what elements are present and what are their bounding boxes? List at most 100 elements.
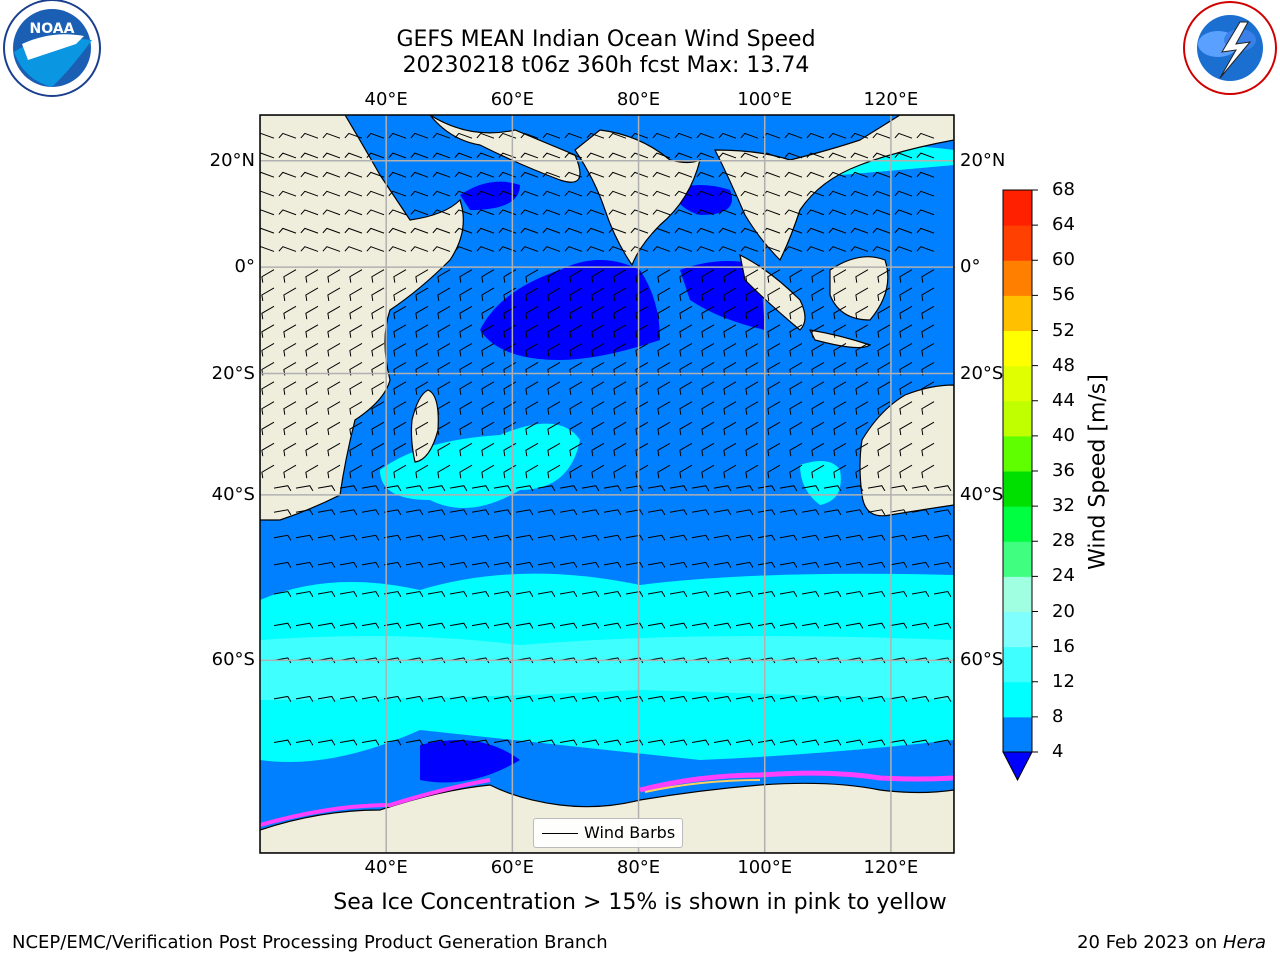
wind-barb bbox=[459, 421, 473, 436]
wind-barb bbox=[454, 227, 473, 234]
wind-barb bbox=[625, 485, 644, 492]
wind-barb bbox=[278, 190, 297, 197]
wind-barb bbox=[894, 246, 913, 252]
wind-barb bbox=[767, 421, 781, 436]
wind-barb bbox=[735, 591, 754, 597]
wind-barb bbox=[283, 287, 297, 301]
wind-barb bbox=[701, 421, 715, 436]
wind-barb bbox=[867, 622, 886, 629]
wind-barb bbox=[850, 152, 869, 159]
wind-barb bbox=[850, 190, 869, 197]
footer-date: 20 Feb 2023 on Hera bbox=[1077, 932, 1266, 953]
wind-barbs bbox=[260, 132, 952, 746]
wind-barb bbox=[349, 381, 363, 395]
wind-barb bbox=[850, 227, 869, 234]
wind-barb bbox=[520, 171, 539, 178]
wind-barb bbox=[283, 401, 297, 415]
wind-barb bbox=[789, 464, 803, 479]
wind-barb bbox=[647, 739, 666, 746]
wind-barb bbox=[921, 287, 935, 301]
wind-barb bbox=[877, 305, 891, 320]
wind-barb bbox=[669, 622, 688, 629]
wind-barb bbox=[261, 343, 275, 357]
wind-barb bbox=[454, 190, 473, 197]
lat-tick-left: 0° bbox=[234, 256, 255, 278]
wind-barb bbox=[273, 695, 292, 702]
wind-barb bbox=[449, 509, 468, 516]
wind-barb bbox=[278, 152, 297, 159]
wind-barb bbox=[520, 209, 539, 216]
wind-barb bbox=[811, 421, 825, 436]
wind-barb bbox=[427, 591, 446, 597]
wind-barb bbox=[586, 132, 605, 139]
wind-barb bbox=[459, 269, 473, 283]
wind-barb bbox=[850, 246, 869, 252]
lat-tick-right: 20°N bbox=[960, 149, 1006, 171]
wind-barb bbox=[537, 534, 556, 541]
wind-barb bbox=[383, 622, 402, 629]
wind-barb bbox=[872, 171, 891, 178]
wind-barb bbox=[630, 209, 649, 216]
wind-barb bbox=[371, 464, 385, 479]
wind-barb bbox=[586, 227, 605, 234]
wind-barb bbox=[260, 209, 275, 216]
wind-barb bbox=[889, 509, 908, 516]
wind-barb bbox=[569, 269, 583, 283]
wind-barb bbox=[833, 305, 847, 320]
wind-barb bbox=[845, 509, 864, 516]
wind-barb bbox=[295, 591, 314, 597]
wind-barb bbox=[344, 152, 363, 159]
colorbar-title: Wind Speed [m/s] bbox=[1085, 374, 1111, 570]
wind-barb bbox=[933, 509, 952, 516]
wind-barb bbox=[718, 171, 737, 178]
wind-barb bbox=[525, 269, 539, 283]
wind-barb bbox=[789, 287, 803, 301]
wind-barb bbox=[613, 287, 627, 301]
wind-barb bbox=[339, 534, 358, 541]
wind-barb bbox=[933, 534, 952, 541]
wind-barb bbox=[757, 739, 776, 746]
wind-barb bbox=[916, 227, 935, 234]
wind-barb bbox=[679, 305, 693, 320]
wind-barb bbox=[916, 171, 935, 178]
lon-tick-bottom: 120°E bbox=[863, 857, 919, 878]
wind-barb bbox=[547, 305, 561, 320]
wind-barb bbox=[261, 442, 275, 457]
wind-barb bbox=[339, 739, 358, 746]
wind-barb bbox=[718, 132, 737, 139]
wind-barb bbox=[701, 464, 715, 479]
wind-barb bbox=[877, 464, 891, 479]
wind-barb bbox=[388, 132, 407, 139]
wind-barb bbox=[349, 421, 363, 436]
wind-barb bbox=[811, 381, 825, 395]
wind-barb bbox=[393, 442, 407, 457]
wind-barb bbox=[921, 442, 935, 457]
wind-barb bbox=[613, 305, 627, 320]
wind-barb bbox=[476, 227, 495, 234]
wind-barb bbox=[647, 561, 666, 568]
wind-barb bbox=[613, 464, 627, 479]
wind-barb bbox=[586, 152, 605, 159]
lon-tick-top: 60°E bbox=[490, 89, 534, 110]
wind-barb bbox=[916, 190, 935, 197]
wind-barb bbox=[845, 485, 864, 492]
land-java bbox=[808, 329, 872, 349]
wind-barb bbox=[515, 739, 534, 746]
wind-barb bbox=[515, 561, 534, 568]
wind-barb bbox=[317, 739, 336, 746]
wind-barb bbox=[405, 622, 424, 629]
wind-barb bbox=[745, 324, 759, 338]
wind-barb bbox=[603, 695, 622, 702]
wind-barb bbox=[591, 464, 605, 479]
wind-barb bbox=[784, 246, 803, 252]
wind-barb bbox=[591, 401, 605, 415]
wind-barb bbox=[784, 171, 803, 178]
wind-barb bbox=[701, 442, 715, 457]
wind-barb bbox=[515, 622, 534, 629]
wind-barb bbox=[740, 152, 759, 159]
wind-barb bbox=[696, 171, 715, 178]
wind-barb bbox=[371, 343, 385, 357]
colorbar-bin bbox=[1003, 576, 1032, 612]
wind-barb bbox=[471, 591, 490, 597]
wind-barb bbox=[260, 227, 275, 234]
